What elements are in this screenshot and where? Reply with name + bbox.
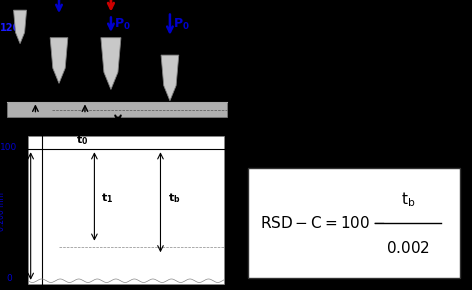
Text: $\mathbf{t_b}$: $\mathbf{t_b}$ [168, 191, 180, 205]
Text: $\mathbf{t_0}$: $\mathbf{t_0}$ [76, 133, 89, 147]
Text: 0: 0 [6, 274, 12, 283]
Text: 100: 100 [0, 143, 17, 153]
Text: $\mathrm{RSD}-\mathrm{C}=100-$: $\mathrm{RSD}-\mathrm{C}=100-$ [260, 215, 385, 231]
Text: $\mathbf{t_0}$: $\mathbf{t_0}$ [25, 64, 37, 78]
Polygon shape [50, 38, 68, 84]
Polygon shape [14, 10, 26, 43]
Text: 0.200 mm: 0.200 mm [0, 192, 7, 231]
Text: $\mathrm{t}_\mathrm{b}$: $\mathrm{t}_\mathrm{b}$ [401, 191, 415, 209]
Bar [7, 102, 227, 117]
Text: $0.002$: $0.002$ [386, 240, 430, 256]
Text: $\mathbf{P_0}$: $\mathbf{P_0}$ [114, 17, 131, 32]
FancyBboxPatch shape [248, 168, 460, 278]
Text: 120°: 120° [0, 23, 25, 32]
Text: $\mathbf{t_1}$: $\mathbf{t_1}$ [79, 54, 91, 68]
Polygon shape [101, 38, 121, 89]
Polygon shape [161, 55, 179, 101]
Text: $\mathbf{P_0}$: $\mathbf{P_0}$ [174, 17, 190, 32]
Text: $\mathbf{t_1}$: $\mathbf{t_1}$ [101, 191, 114, 205]
Bar [28, 136, 224, 284]
